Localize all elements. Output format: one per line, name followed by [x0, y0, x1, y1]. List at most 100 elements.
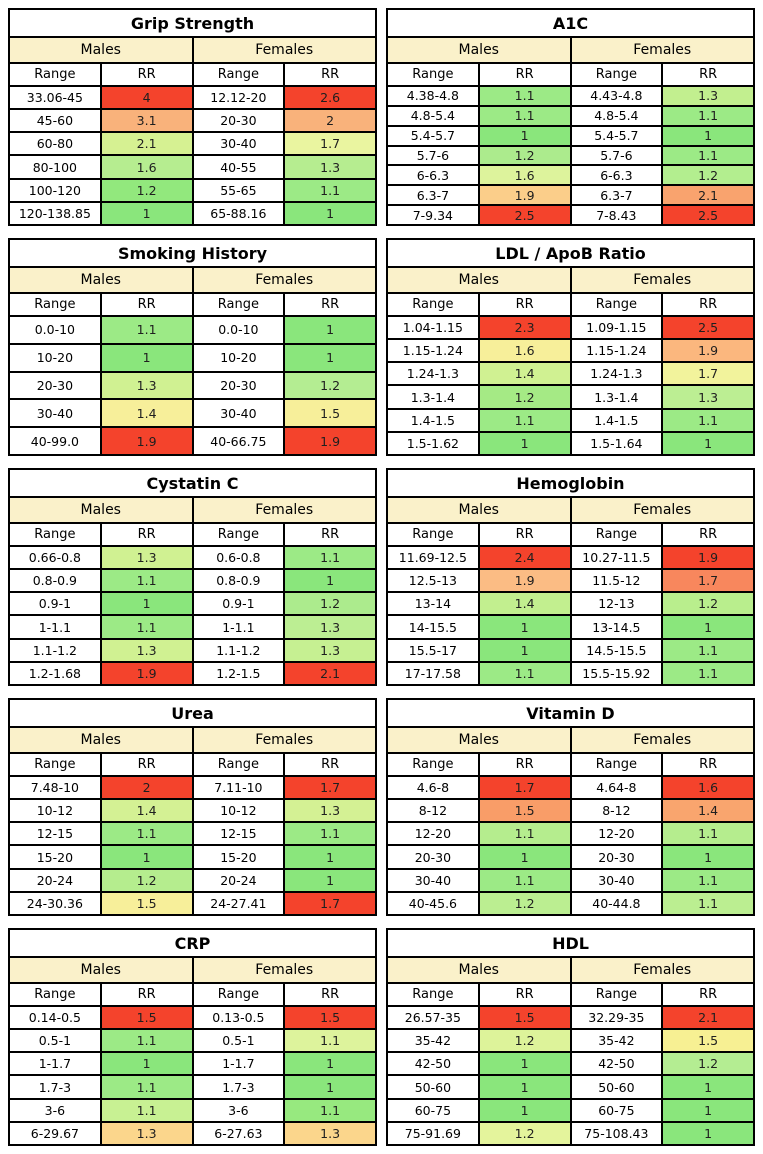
table-row: 30-40 1.4 30-40 1.5 — [8, 398, 377, 429]
rr-cell: 1 — [99, 342, 194, 373]
table-row: 20-30 1.3 20-30 1.2 — [8, 370, 377, 401]
rr-cell: 1.5 — [99, 1004, 194, 1031]
rr-cell: 1.5 — [99, 890, 194, 917]
range-cell: 12-20 — [386, 821, 480, 847]
rr-cell: 1 — [477, 1097, 572, 1123]
range-cell: 0.9-1 — [8, 591, 102, 617]
rr-cell: 1.4 — [477, 361, 572, 387]
range-cell: 12-13 — [569, 591, 664, 617]
range-cell: 6-6.3 — [569, 164, 664, 187]
females-rr-column-header: RR — [661, 292, 755, 317]
range-cell: 24-27.41 — [191, 890, 286, 917]
table-row: 40-99.0 1.9 40-66.75 1.9 — [8, 426, 377, 456]
range-cell: 1.24-1.3 — [386, 361, 480, 387]
table-row: 45-60 3.1 20-30 2 — [8, 108, 377, 134]
females-group-header: Females — [191, 36, 377, 64]
rr-cell: 1.1 — [99, 315, 194, 345]
males-range-column-header: Range — [8, 522, 102, 547]
table-row: 15-20 1 15-20 1 — [8, 844, 377, 870]
table-row: 1-1.1 1.1 1-1.1 1.3 — [8, 614, 377, 640]
range-cell: 20-30 — [191, 370, 286, 401]
rr-cell: 1 — [99, 200, 194, 227]
range-cell: 7.11-10 — [191, 774, 286, 801]
rr-cell: 1.1 — [661, 104, 755, 127]
table-row: 1.2-1.68 1.9 1.2-1.5 2.1 — [8, 660, 377, 687]
range-cell: 11.69-12.5 — [386, 544, 480, 571]
range-cell: 60-75 — [569, 1097, 664, 1123]
range-cell: 30-40 — [191, 398, 286, 429]
range-cell: 20-30 — [569, 844, 664, 870]
rr-cell: 1.4 — [661, 798, 755, 824]
range-cell: 42-50 — [569, 1051, 664, 1077]
rr-cell: 1.1 — [99, 821, 194, 847]
range-cell: 6.3-7 — [386, 184, 480, 207]
rr-cell: 1.1 — [661, 821, 755, 847]
rr-cell: 1.3 — [283, 1120, 377, 1147]
table-row: 42-50 1 42-50 1.2 — [386, 1051, 755, 1077]
range-cell: 3-6 — [8, 1097, 102, 1123]
rr-cell: 1.3 — [283, 154, 377, 180]
rr-cell: 1.2 — [99, 867, 194, 893]
males-rr-column-header: RR — [477, 752, 572, 777]
range-cell: 5.4-5.7 — [386, 124, 480, 147]
biomarker-table: Hemoglobin Males Females Range RR Range … — [386, 468, 755, 687]
rr-cell: 1.1 — [99, 568, 194, 594]
range-cell: 4.43-4.8 — [569, 85, 664, 107]
range-cell: 11.5-12 — [569, 568, 664, 594]
females-range-column-header: Range — [569, 62, 664, 87]
range-cell: 100-120 — [8, 177, 102, 203]
females-group-header: Females — [191, 726, 377, 754]
rr-cell: 1.2 — [661, 591, 755, 617]
rr-cell: 1.1 — [283, 1097, 377, 1123]
range-cell: 7-9.34 — [386, 204, 480, 226]
range-cell: 50-60 — [569, 1074, 664, 1100]
rr-cell: 1.4 — [477, 591, 572, 617]
table-row: 40-45.6 1.2 40-44.8 1.1 — [386, 890, 755, 917]
table-title: Hemoglobin — [386, 468, 755, 498]
table-row: 7.48-10 2 7.11-10 1.7 — [8, 774, 377, 801]
rr-cell: 1.1 — [661, 890, 755, 917]
rr-cell: 2.5 — [477, 204, 572, 226]
females-rr-column-header: RR — [661, 752, 755, 777]
range-cell: 1.7-3 — [8, 1074, 102, 1100]
range-cell: 8-12 — [569, 798, 664, 824]
range-cell: 14.5-15.5 — [569, 637, 664, 663]
range-cell: 6-27.63 — [191, 1120, 286, 1147]
range-cell: 0.13-0.5 — [191, 1004, 286, 1031]
females-rr-column-header: RR — [283, 522, 377, 547]
rr-cell: 1.7 — [661, 361, 755, 387]
rr-cell: 1.9 — [99, 660, 194, 687]
males-range-column-header: Range — [386, 292, 480, 317]
males-rr-column-header: RR — [477, 292, 572, 317]
range-cell: 40-66.75 — [191, 426, 286, 456]
males-range-column-header: Range — [386, 522, 480, 547]
rr-cell: 1.5 — [477, 798, 572, 824]
rr-cell: 1.1 — [283, 544, 377, 571]
range-cell: 1-1.1 — [191, 614, 286, 640]
males-range-column-header: Range — [8, 752, 102, 777]
males-group-header: Males — [8, 956, 194, 984]
table-row: 4.38-4.8 1.1 4.43-4.8 1.3 — [386, 85, 755, 107]
rr-cell: 1.1 — [99, 1028, 194, 1054]
rr-cell: 1.1 — [661, 660, 755, 687]
table-row: 6.3-7 1.9 6.3-7 2.1 — [386, 184, 755, 207]
rr-cell: 1.3 — [99, 637, 194, 663]
rr-cell: 1 — [283, 568, 377, 594]
females-range-column-header: Range — [569, 982, 664, 1007]
range-cell: 1.1-1.2 — [8, 637, 102, 663]
range-cell: 20-30 — [386, 844, 480, 870]
range-cell: 12.5-13 — [386, 568, 480, 594]
range-cell: 20-24 — [8, 867, 102, 893]
rr-cell: 1 — [661, 1074, 755, 1100]
range-cell: 15.5-15.92 — [569, 660, 664, 687]
females-range-column-header: Range — [191, 752, 286, 777]
table-row: 12-15 1.1 12-15 1.1 — [8, 821, 377, 847]
range-cell: 24-30.36 — [8, 890, 102, 917]
rr-cell: 1.2 — [283, 370, 377, 401]
males-rr-column-header: RR — [99, 522, 194, 547]
range-cell: 40-99.0 — [8, 426, 102, 456]
rr-cell: 1.7 — [283, 890, 377, 917]
females-group-header: Females — [569, 266, 755, 294]
females-range-column-header: Range — [569, 752, 664, 777]
rr-cell: 1.5 — [283, 398, 377, 429]
